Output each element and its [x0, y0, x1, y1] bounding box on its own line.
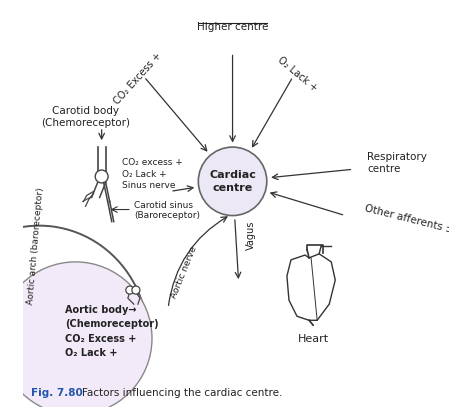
Text: CO₂ Excess +: CO₂ Excess + [112, 51, 163, 106]
Circle shape [0, 262, 152, 411]
Text: Heart: Heart [298, 335, 329, 344]
Text: CO₂ Excess +: CO₂ Excess + [66, 334, 137, 344]
Text: Fig. 7.80: Fig. 7.80 [31, 388, 83, 398]
Circle shape [132, 286, 140, 294]
Text: Carotid body
(Chemoreceptor): Carotid body (Chemoreceptor) [41, 106, 130, 128]
Text: CO₂ excess +
O₂ Lack +
Sinus nerve: CO₂ excess + O₂ Lack + Sinus nerve [122, 159, 183, 190]
Text: Vagus: Vagus [246, 221, 256, 250]
Text: Higher centre: Higher centre [197, 22, 268, 32]
Circle shape [198, 147, 267, 215]
Text: Cardiac
centre: Cardiac centre [209, 170, 256, 193]
Circle shape [126, 286, 134, 294]
Text: O₂ Lack +: O₂ Lack + [275, 55, 319, 94]
Text: Aortic nerve: Aortic nerve [170, 245, 199, 299]
Text: Other afferents ±: Other afferents ± [363, 203, 449, 236]
Text: Respiratory
centre: Respiratory centre [367, 152, 427, 174]
Text: Aortic body→: Aortic body→ [66, 305, 137, 315]
Text: Aortic arch (baroreceptor): Aortic arch (baroreceptor) [26, 187, 46, 305]
Text: Carotid sinus
(Baroreceptor): Carotid sinus (Baroreceptor) [134, 201, 200, 220]
Text: O₂ Lack +: O₂ Lack + [66, 348, 118, 358]
Text: (Chemoreceptor): (Chemoreceptor) [66, 319, 159, 329]
Text: Factors influencing the cardiac centre.: Factors influencing the cardiac centre. [70, 388, 283, 398]
Circle shape [95, 170, 108, 183]
